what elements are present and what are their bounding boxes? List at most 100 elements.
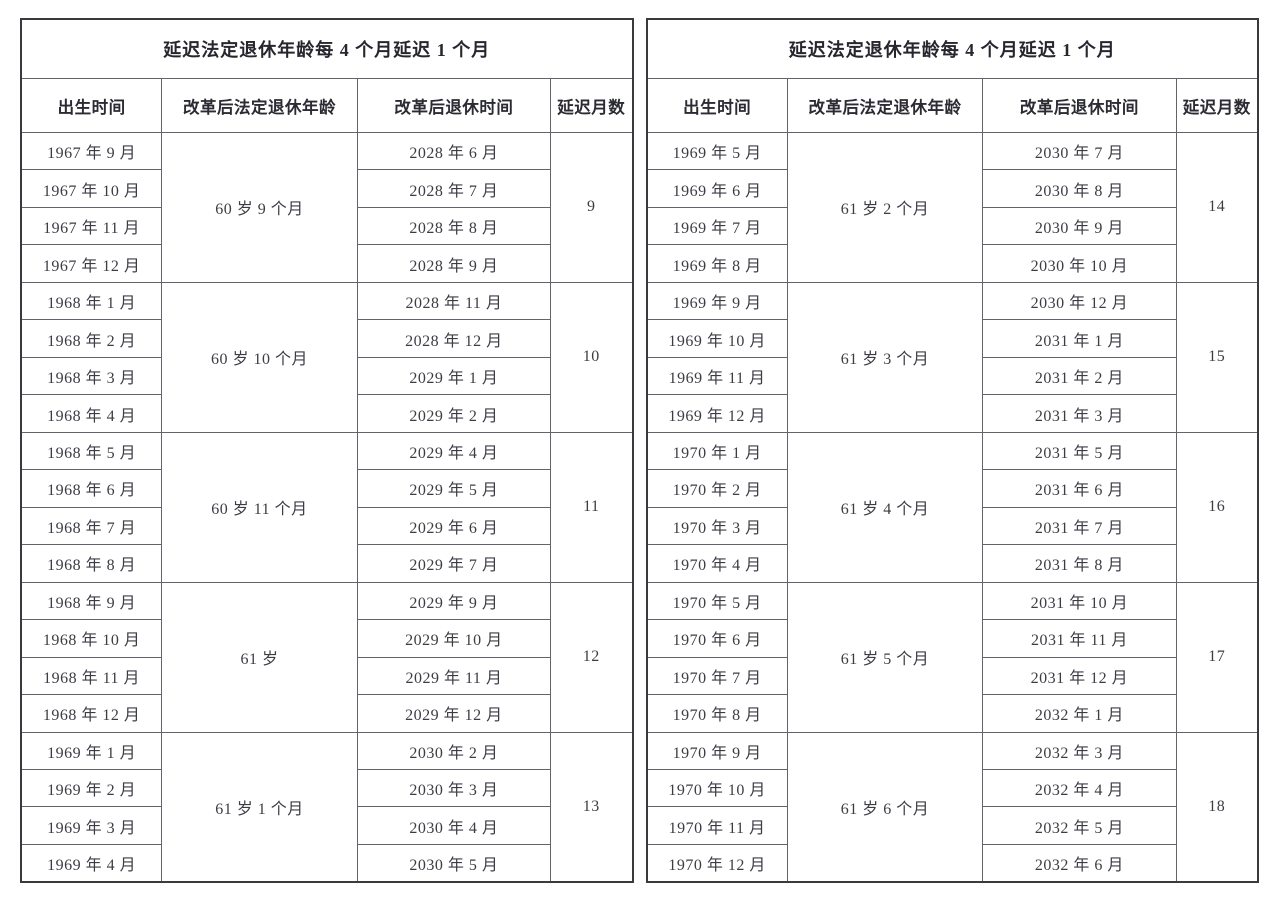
table-row: 1967 年 12 月 2028 年 9 月 xyxy=(20,244,633,283)
birth-month-cell: 1968 年 11 月 xyxy=(20,656,163,696)
table-title-row: 延迟法定退休年龄每 4 个月延迟 1 个月 xyxy=(646,18,1259,79)
retirement-month-cell: 2029 年 1 月 xyxy=(356,356,552,396)
retirement-month-cell: 2031 年 8 月 xyxy=(982,544,1177,583)
table-row: 1970 年 10 月 2032 年 4 月 xyxy=(646,768,1259,808)
table-row: 1970 年 6 月 2031 年 11 月 xyxy=(646,619,1259,658)
birth-month-cell: 1970 年 1 月 xyxy=(646,431,788,471)
delay-months-cell: 15 xyxy=(1175,281,1259,433)
retirement-month-cell: 2030 年 9 月 xyxy=(982,206,1177,246)
retirement-table: 延迟法定退休年龄每 4 个月延迟 1 个月 出生时间 改革后法定退休年龄 改革后… xyxy=(20,18,634,883)
table-header-row: 出生时间 改革后法定退休年龄 改革后退休时间 延迟月数 xyxy=(20,78,633,133)
table-row: 1970 年 5 月 61 岁 5 个月 2031 年 10 月 17 xyxy=(646,581,1259,733)
retirement-month-cell: 2028 年 8 月 xyxy=(356,206,552,246)
retirement-month-cell: 2029 年 9 月 xyxy=(356,581,552,621)
retirement-table-left: 延迟法定退休年龄每 4 个月延迟 1 个月 出生时间 改革后法定退休年龄 改革后… xyxy=(20,18,634,883)
birth-month-cell: 1970 年 6 月 xyxy=(646,619,788,658)
birth-month-cell: 1969 年 3 月 xyxy=(20,806,163,845)
retirement-month-cell: 2031 年 6 月 xyxy=(982,469,1177,508)
retirement-month-cell: 2030 年 5 月 xyxy=(356,843,552,883)
birth-month-cell: 1970 年 3 月 xyxy=(646,506,788,546)
retirement-month-cell: 2031 年 5 月 xyxy=(982,431,1177,471)
retirement-month-cell: 2032 年 1 月 xyxy=(982,694,1177,733)
retirement-month-cell: 2030 年 12 月 xyxy=(982,281,1177,321)
table-row: 1969 年 11 月 2031 年 2 月 xyxy=(646,356,1259,396)
retirement-age-cell: 61 岁 5 个月 xyxy=(786,581,984,733)
delay-months-cell: 14 xyxy=(1175,132,1259,283)
table-header-row: 出生时间 改革后法定退休年龄 改革后退休时间 延迟月数 xyxy=(646,78,1259,133)
birth-month-cell: 1967 年 10 月 xyxy=(20,169,163,208)
birth-month-cell: 1970 年 12 月 xyxy=(646,843,788,883)
table-row: 1968 年 5 月 60 岁 11 个月 2029 年 4 月 11 xyxy=(20,431,633,583)
table-row: 1967 年 11 月 2028 年 8 月 xyxy=(20,206,633,246)
retirement-age-cell: 61 岁 1 个月 xyxy=(161,731,358,883)
birth-month-cell: 1969 年 4 月 xyxy=(20,843,163,883)
retirement-month-cell: 2030 年 7 月 xyxy=(982,131,1177,171)
column-header-birth-time: 出生时间 xyxy=(20,78,163,133)
table-title-row: 延迟法定退休年龄每 4 个月延迟 1 个月 xyxy=(20,18,633,79)
birth-month-cell: 1969 年 10 月 xyxy=(646,319,788,358)
table-row: 1968 年 4 月 2029 年 2 月 xyxy=(20,394,633,433)
retirement-age-cell: 60 岁 11 个月 xyxy=(161,431,358,583)
table-row: 1969 年 6 月 2030 年 8 月 xyxy=(646,169,1259,208)
birth-month-cell: 1968 年 12 月 xyxy=(20,694,163,733)
table-row: 1969 年 7 月 2030 年 9 月 xyxy=(646,206,1259,246)
retirement-month-cell: 2030 年 10 月 xyxy=(982,244,1177,283)
birth-month-cell: 1968 年 2 月 xyxy=(20,319,163,358)
birth-month-cell: 1969 年 9 月 xyxy=(646,281,788,321)
table-row: 1967 年 10 月 2028 年 7 月 xyxy=(20,169,633,208)
retirement-month-cell: 2031 年 2 月 xyxy=(982,356,1177,396)
retirement-month-cell: 2030 年 2 月 xyxy=(356,731,552,770)
table-row: 1968 年 3 月 2029 年 1 月 xyxy=(20,356,633,396)
retirement-age-cell: 61 岁 xyxy=(161,581,358,733)
table-row: 1970 年 3 月 2031 年 7 月 xyxy=(646,506,1259,546)
retirement-age-cell: 60 岁 10 个月 xyxy=(161,281,358,433)
retirement-month-cell: 2031 年 11 月 xyxy=(982,619,1177,658)
column-header-retirement-time: 改革后退休时间 xyxy=(356,78,552,133)
column-header-delay-months: 延迟月数 xyxy=(1175,78,1259,133)
table-row: 1969 年 5 月 61 岁 2 个月 2030 年 7 月 14 xyxy=(646,131,1259,283)
table-row: 1970 年 4 月 2031 年 8 月 xyxy=(646,544,1259,583)
retirement-month-cell: 2030 年 4 月 xyxy=(356,806,552,845)
delay-months-cell: 17 xyxy=(1175,581,1259,733)
retirement-month-cell: 2029 年 7 月 xyxy=(356,544,552,583)
retirement-age-cell: 61 岁 2 个月 xyxy=(786,132,984,283)
column-header-legal-retirement-age: 改革后法定退休年龄 xyxy=(786,78,984,133)
table-row: 1970 年 1 月 61 岁 4 个月 2031 年 5 月 16 xyxy=(646,431,1259,583)
delay-months-cell: 18 xyxy=(1175,731,1259,883)
retirement-month-cell: 2032 年 6 月 xyxy=(982,843,1177,883)
table-row: 1969 年 2 月 2030 年 3 月 xyxy=(20,768,633,808)
delay-months-cell: 10 xyxy=(550,281,633,433)
retirement-month-cell: 2031 年 12 月 xyxy=(982,656,1177,696)
table-row: 1968 年 7 月 2029 年 6 月 xyxy=(20,506,633,546)
table-title: 延迟法定退休年龄每 4 个月延迟 1 个月 xyxy=(20,18,633,79)
column-header-retirement-time: 改革后退休时间 xyxy=(982,78,1177,133)
birth-month-cell: 1968 年 3 月 xyxy=(20,356,163,396)
birth-month-cell: 1969 年 12 月 xyxy=(646,394,788,433)
birth-month-cell: 1968 年 5 月 xyxy=(20,431,163,471)
birth-month-cell: 1968 年 1 月 xyxy=(20,281,163,321)
delay-months-cell: 11 xyxy=(550,431,633,583)
delay-months-cell: 12 xyxy=(550,581,633,733)
table-row: 1968 年 6 月 2029 年 5 月 xyxy=(20,469,633,508)
table-row: 1968 年 11 月 2029 年 11 月 xyxy=(20,656,633,696)
retirement-age-cell: 61 岁 4 个月 xyxy=(786,431,984,583)
column-header-delay-months: 延迟月数 xyxy=(550,78,633,133)
retirement-month-cell: 2031 年 7 月 xyxy=(982,506,1177,546)
retirement-month-cell: 2028 年 7 月 xyxy=(356,169,552,208)
retirement-month-cell: 2028 年 11 月 xyxy=(356,281,552,321)
birth-month-cell: 1969 年 6 月 xyxy=(646,169,788,208)
retirement-age-cell: 61 岁 6 个月 xyxy=(786,731,984,883)
retirement-month-cell: 2031 年 1 月 xyxy=(982,319,1177,358)
delay-months-cell: 9 xyxy=(550,132,633,283)
table-row: 1970 年 11 月 2032 年 5 月 xyxy=(646,806,1259,845)
birth-month-cell: 1969 年 7 月 xyxy=(646,206,788,246)
delay-months-cell: 16 xyxy=(1175,431,1259,583)
birth-month-cell: 1969 年 8 月 xyxy=(646,244,788,283)
birth-month-cell: 1968 年 9 月 xyxy=(20,581,163,621)
birth-month-cell: 1970 年 9 月 xyxy=(646,731,788,770)
table-row: 1970 年 9 月 61 岁 6 个月 2032 年 3 月 18 xyxy=(646,731,1259,883)
birth-month-cell: 1970 年 7 月 xyxy=(646,656,788,696)
birth-month-cell: 1968 年 10 月 xyxy=(20,619,163,658)
retirement-month-cell: 2028 年 6 月 xyxy=(356,131,552,171)
